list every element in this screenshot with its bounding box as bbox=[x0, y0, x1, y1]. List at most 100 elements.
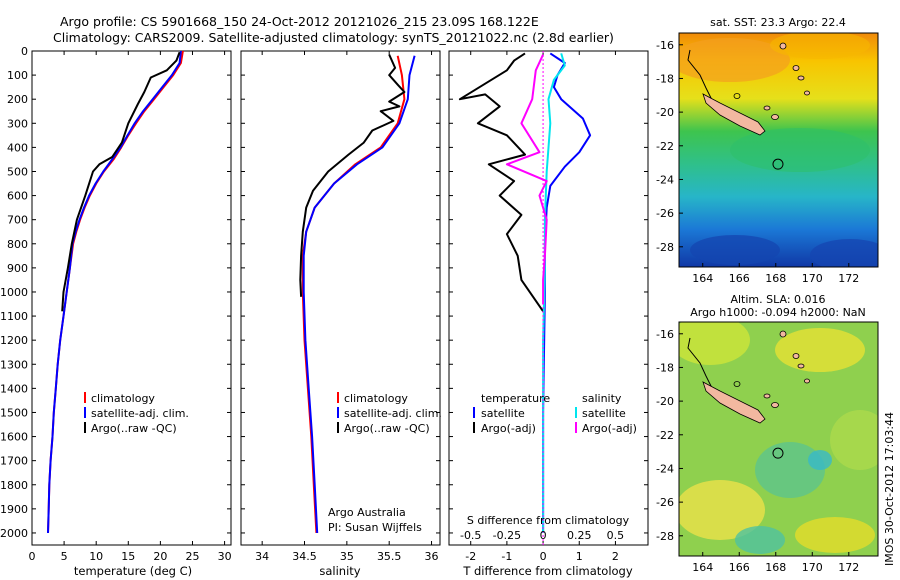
map-x-tick-label: 168 bbox=[765, 561, 786, 574]
legend-s-satellite-label: satellite bbox=[582, 407, 626, 420]
legend-argo-label: Argo(..raw -QC) bbox=[344, 422, 430, 435]
y-tick-label: 1900 bbox=[0, 503, 28, 516]
temperature-xlabel: temperature (deg C) bbox=[74, 564, 192, 578]
imos-timestamp: IMOS 30-Oct-2012 17:03:44 bbox=[883, 412, 896, 566]
sst-warm-patch bbox=[770, 33, 870, 59]
map-y-tick-label: -26 bbox=[656, 207, 674, 220]
annotation-pi: PI: Susan Wijffels bbox=[328, 521, 422, 534]
x-tick-label: 35.5 bbox=[377, 550, 402, 563]
map-x-tick-label: 172 bbox=[838, 561, 859, 574]
sla-patch bbox=[795, 517, 875, 553]
salinity-axes bbox=[240, 50, 441, 546]
map-x-tick-label: 164 bbox=[692, 272, 713, 285]
island bbox=[804, 90, 810, 96]
y-tick-label: 800 bbox=[7, 238, 28, 251]
map-y-tick-label: -22 bbox=[656, 140, 674, 153]
x-tick-label: 25 bbox=[185, 550, 199, 563]
y-tick-label: 2000 bbox=[0, 527, 28, 540]
temperature-axes bbox=[31, 50, 232, 546]
map-y-tick-label: -16 bbox=[656, 39, 674, 52]
new-caledonia-island bbox=[702, 381, 766, 424]
x-tick-label: 1 bbox=[576, 550, 583, 563]
sla-patch bbox=[775, 328, 865, 372]
title-line-1: Argo profile: CS 5901668_150 24-Oct-2012… bbox=[60, 14, 539, 29]
map-x-tick-label: 164 bbox=[692, 561, 713, 574]
island bbox=[792, 65, 800, 71]
series-line-t-argo bbox=[458, 52, 544, 312]
map-y-tick-label: -28 bbox=[656, 530, 674, 543]
y-tick-label: 100 bbox=[7, 69, 28, 82]
sla-patch bbox=[755, 442, 825, 498]
bottom-map-title-2: Argo h1000: -0.094 h2000: NaN bbox=[690, 306, 866, 319]
legend-t-argo-label: Argo(-adj) bbox=[481, 422, 536, 435]
bottom-map-title-1: Altim. SLA: 0.016 bbox=[730, 293, 825, 306]
map-y-tick-label: -18 bbox=[656, 361, 674, 374]
annotation-argo-australia: Argo Australia bbox=[328, 506, 406, 519]
float-position-marker bbox=[772, 158, 784, 170]
salinity-legend: climatology satellite-adj. clim. Argo(..… bbox=[337, 392, 442, 435]
x-tick-label: 0 bbox=[29, 550, 36, 563]
series-line-s-argo bbox=[505, 54, 548, 304]
bottom-map-frame bbox=[678, 321, 879, 557]
map-x-tick-label: 166 bbox=[729, 272, 750, 285]
sla-patch bbox=[808, 450, 832, 470]
island bbox=[771, 402, 779, 408]
series-line-satellite-adj-clim- bbox=[47, 50, 182, 534]
x-tick-label: 0 bbox=[540, 550, 547, 563]
difference-axes bbox=[448, 50, 649, 546]
series-line-satellite-adj-clim- bbox=[302, 55, 416, 534]
y-tick-label: 1500 bbox=[0, 406, 28, 419]
x-tick-label: 15 bbox=[121, 550, 135, 563]
sst-map: 164 166 168 170 172 -16 -18 -20 -22 -24 -26 -28 bbox=[656, 32, 879, 285]
x-tick-label: -2 bbox=[465, 550, 476, 563]
y-tick-label: 900 bbox=[7, 262, 28, 275]
y-tick-label: 0 bbox=[21, 45, 28, 58]
map-y-tick-label: -24 bbox=[656, 462, 674, 475]
y-tick-label: 1700 bbox=[0, 455, 28, 468]
map-x-tick-label: 170 bbox=[802, 272, 823, 285]
y-tick-label: 1000 bbox=[0, 286, 28, 299]
legend-s-argo-label: Argo(-adj) bbox=[582, 422, 637, 435]
map-y-tick-label: -26 bbox=[656, 496, 674, 509]
y-tick-label: 600 bbox=[7, 190, 28, 203]
x-tick-label: 10 bbox=[89, 550, 103, 563]
t-difference-xlabel: T difference from climatology bbox=[462, 564, 633, 578]
y-tick-label: 1600 bbox=[0, 431, 28, 444]
island bbox=[733, 93, 741, 99]
float-position-marker bbox=[772, 447, 784, 459]
y-tick-label: 1800 bbox=[0, 479, 28, 492]
salinity-xlabel: salinity bbox=[319, 564, 360, 578]
map-y-tick-label: -18 bbox=[656, 72, 674, 85]
island bbox=[779, 330, 787, 338]
y-tick-label: 1400 bbox=[0, 382, 28, 395]
sst-mid-patch bbox=[730, 128, 870, 172]
legend-climatology-label: climatology bbox=[344, 392, 408, 405]
map-y-tick-label: -22 bbox=[656, 429, 674, 442]
island bbox=[771, 114, 779, 120]
y-tick-label: 200 bbox=[7, 93, 28, 106]
legend-t-satellite-label: satellite bbox=[481, 407, 525, 420]
y-tick-label: 1300 bbox=[0, 358, 28, 371]
map-y-tick-label: -28 bbox=[656, 241, 674, 254]
legend-salinity-title: salinity bbox=[582, 392, 622, 405]
map-x-tick-label: 168 bbox=[765, 272, 786, 285]
map-y-tick-label: -16 bbox=[656, 328, 674, 341]
y-tick-label: 400 bbox=[7, 141, 28, 154]
s-tick-label: -0.25 bbox=[493, 529, 521, 542]
sla-map: 164 166 168 170 172 -16 -18 -20 -22 -24 -26 -28 bbox=[656, 321, 879, 574]
sla-patch bbox=[679, 480, 765, 540]
map-y-tick-label: -20 bbox=[656, 106, 674, 119]
coastline bbox=[687, 337, 713, 389]
s-tick-label: 0.5 bbox=[607, 529, 625, 542]
land-coast bbox=[687, 42, 810, 136]
s-tick-label: 0 bbox=[540, 529, 547, 542]
map-y-tick-label: -24 bbox=[656, 173, 674, 186]
island bbox=[779, 42, 787, 50]
sla-patch bbox=[735, 526, 785, 554]
series-line-argo-raw-qc- bbox=[61, 51, 181, 312]
title-line-2: Climatology: CARS2009. Satellite-adjuste… bbox=[53, 30, 614, 45]
sst-warm-patch bbox=[679, 38, 790, 82]
x-tick-label: 20 bbox=[153, 550, 167, 563]
y-tick-label: 300 bbox=[7, 117, 28, 130]
map-x-tick-label: 172 bbox=[838, 272, 859, 285]
